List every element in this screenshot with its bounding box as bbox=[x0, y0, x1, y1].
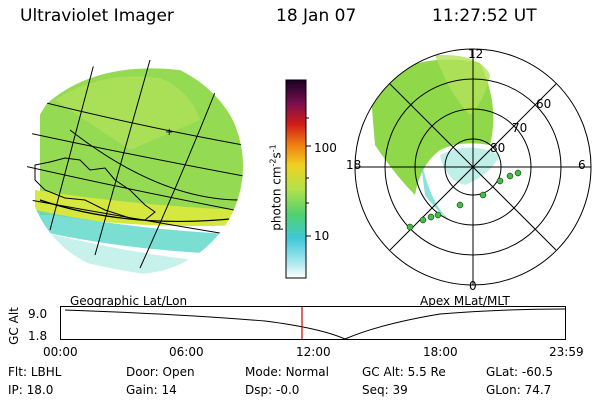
timeline-ytick-9: 9.0 bbox=[28, 307, 48, 321]
altitude-timeline bbox=[60, 306, 566, 340]
info-door: Door: Open bbox=[126, 365, 195, 379]
mlat-ring-60: 60 bbox=[536, 97, 552, 111]
info-gain: Gain: 14 bbox=[126, 383, 177, 397]
app-title: Ultraviolet Imager bbox=[20, 6, 174, 26]
mlt-label-6: 6 bbox=[578, 158, 586, 172]
timeline-xtick-0600: 06:00 bbox=[169, 345, 204, 359]
info-seq: Seq: 39 bbox=[362, 383, 408, 397]
geographic-image: + bbox=[27, 58, 243, 274]
mlt-label-0: 0 bbox=[469, 279, 477, 293]
colorbar-tick-10: 10 bbox=[314, 229, 330, 243]
info-gc-alt: GC Alt: 5.5 Re bbox=[362, 365, 446, 379]
colorbar-unit-label: photon cm-2s-1 bbox=[268, 144, 284, 231]
info-mode: Mode: Normal bbox=[245, 365, 329, 379]
svg-text:+: + bbox=[165, 127, 173, 138]
info-dsp: Dsp: -0.0 bbox=[245, 383, 300, 397]
colorbar bbox=[285, 79, 311, 279]
timeline-right-title: Apex MLat/MLT bbox=[420, 294, 510, 308]
timeline-left-title: Geographic Lat/Lon bbox=[70, 294, 188, 308]
colorbar-tick-100: 100 bbox=[314, 141, 337, 155]
info-glat: GLat: -60.5 bbox=[486, 365, 553, 379]
polar-plot bbox=[354, 48, 592, 286]
timeline-xtick-1800: 18:00 bbox=[423, 345, 458, 359]
timeline-xtick-2359: 23:59 bbox=[549, 345, 584, 359]
timeline-xtick-0000: 00:00 bbox=[43, 345, 78, 359]
info-flt: Flt: LBHL bbox=[8, 365, 62, 379]
mlat-ring-70: 70 bbox=[512, 121, 528, 135]
timeline-axis-label: GC Alt bbox=[6, 307, 21, 345]
timeline-xtick-1200: 12:00 bbox=[296, 345, 331, 359]
mlt-label-18: 18 bbox=[346, 158, 362, 172]
info-glon: GLon: 74.7 bbox=[486, 383, 552, 397]
info-ip: IP: 18.0 bbox=[8, 383, 54, 397]
timeline-ytick-1-8: 1.8 bbox=[28, 329, 48, 343]
mlt-label-12: 12 bbox=[468, 47, 484, 61]
date-label: 18 Jan 07 bbox=[276, 6, 357, 26]
time-label: 11:27:52 UT bbox=[432, 6, 537, 26]
mlat-ring-80: 80 bbox=[490, 141, 506, 155]
